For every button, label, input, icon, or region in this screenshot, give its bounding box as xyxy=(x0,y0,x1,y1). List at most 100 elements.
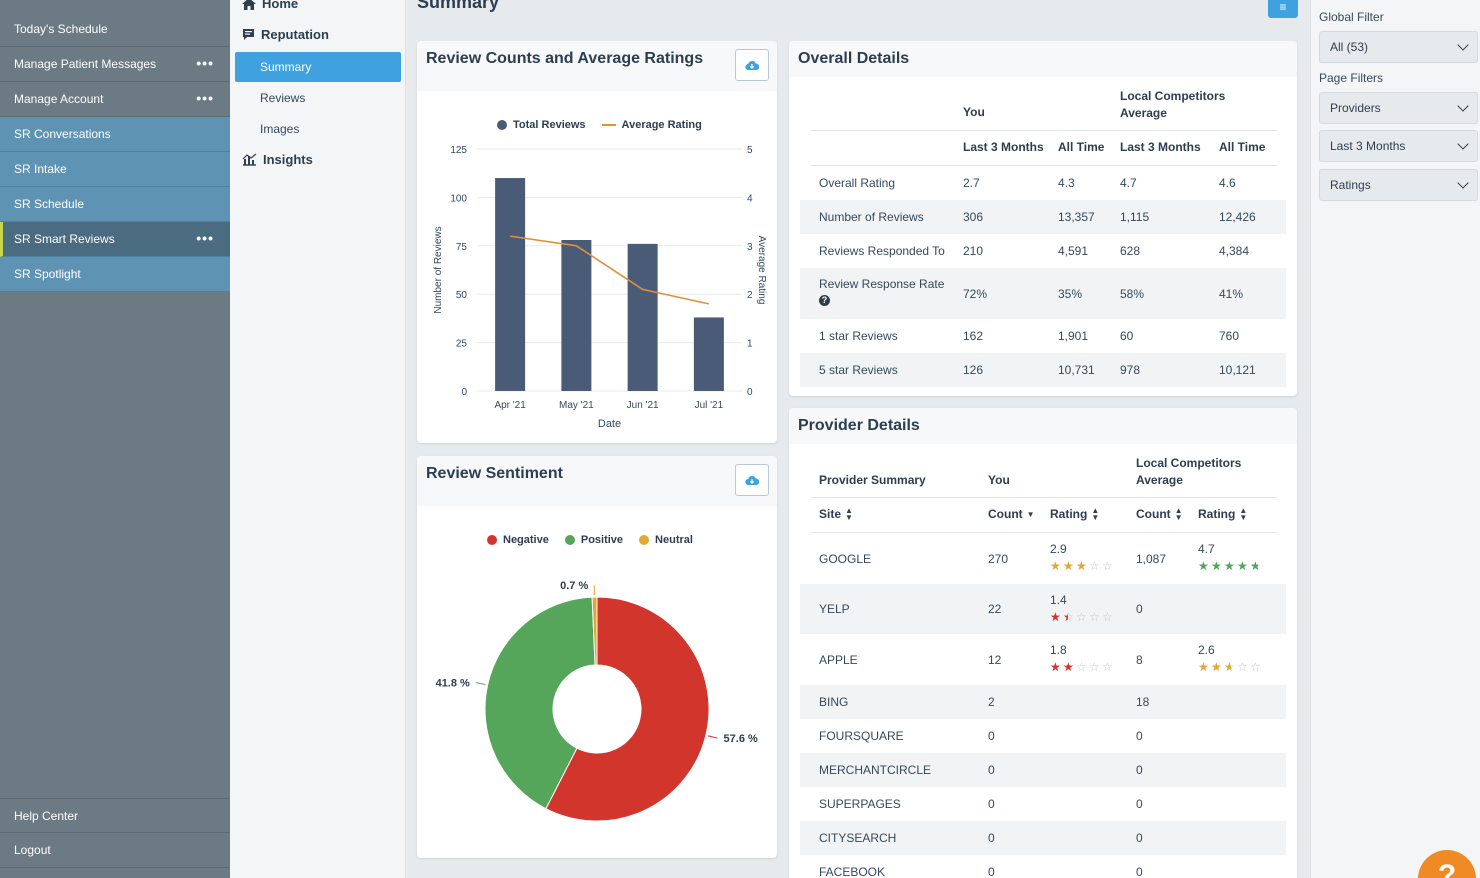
donut-slice[interactable] xyxy=(545,596,710,822)
competitors-header: Local Competitors Average xyxy=(1120,89,1226,120)
table-cell: 58% xyxy=(1120,286,1145,301)
star-icon: ☆★ xyxy=(1198,660,1209,674)
count-cell: 0 xyxy=(988,797,995,811)
nav-item-sr-schedule[interactable]: SR Schedule xyxy=(0,187,230,222)
site-name[interactable]: BING xyxy=(819,695,849,709)
nav-item-manage-patient-messages[interactable]: Manage Patient Messages ••• xyxy=(0,47,230,82)
nav-insights[interactable]: Insights xyxy=(242,152,313,167)
column-header-rating[interactable]: Rating ▲ ▼ xyxy=(1050,507,1099,522)
y-tick-label: 100 xyxy=(450,193,467,204)
table-cell: 13,357 xyxy=(1058,210,1095,224)
count-cell: 0 xyxy=(988,763,995,777)
table-cell: 60 xyxy=(1120,329,1134,343)
divider xyxy=(811,130,1277,131)
site-name[interactable]: APPLE xyxy=(819,652,858,667)
legend-dot xyxy=(564,535,575,545)
legend-item[interactable]: Average Rating xyxy=(601,119,702,131)
nav-item-help-center[interactable]: Help Center xyxy=(0,798,230,833)
row-label: 5 star Reviews xyxy=(819,363,898,377)
help-chat-button[interactable]: ? xyxy=(1418,850,1476,878)
average-rating-line[interactable] xyxy=(510,235,710,305)
nav-item-manage-account[interactable]: Manage Account ••• xyxy=(0,82,230,117)
competitor-count-cell: 8 xyxy=(1136,652,1143,667)
slice-label: 0.7 % xyxy=(560,580,588,592)
download-button[interactable] xyxy=(735,464,769,496)
nav-item-label: Manage Account xyxy=(14,92,104,106)
nav-item-label: Today's Schedule xyxy=(14,22,108,36)
donut-slice[interactable] xyxy=(484,596,596,810)
star-fill: ★ xyxy=(1076,560,1087,572)
site-name[interactable]: MERCHANTCIRCLE xyxy=(819,763,932,777)
column-header-count[interactable]: Count ▼ xyxy=(988,507,1035,521)
legend-item[interactable]: Negative xyxy=(487,534,549,546)
table-cell: 126 xyxy=(963,363,984,377)
site-name[interactable]: FACEBOOK xyxy=(819,865,886,878)
y-axis-label: Number of Reviews xyxy=(433,226,444,313)
table-row: CITYSEARCH 0 0 xyxy=(800,821,1286,855)
download-button[interactable] xyxy=(735,49,769,81)
donut-slice[interactable] xyxy=(591,596,598,666)
nav-item-sr-intake[interactable]: SR Intake xyxy=(0,152,230,187)
card-title: Overall Details xyxy=(798,50,910,67)
star-icon: ☆ xyxy=(1102,559,1113,573)
chevron-down-icon xyxy=(1457,177,1469,189)
site-name[interactable]: GOOGLE xyxy=(819,551,872,566)
bar[interactable] xyxy=(627,243,658,391)
menu-button[interactable]: ≡ xyxy=(1268,0,1298,18)
legend-label: Average Rating xyxy=(621,119,702,131)
column-header-site[interactable]: Site ▲ ▼ xyxy=(819,506,853,522)
site-name[interactable]: SUPERPAGES xyxy=(819,797,901,811)
star-fill: ★ xyxy=(1050,661,1061,673)
legend-dot xyxy=(487,535,497,545)
date-range-filter-select[interactable]: Last 3 Months xyxy=(1319,130,1478,162)
bar[interactable] xyxy=(693,317,724,391)
column-header-count[interactable]: Count ▲ ▼ xyxy=(1136,507,1183,522)
site-name[interactable]: CITYSEARCH xyxy=(819,831,897,845)
subnav-reviews[interactable]: Reviews xyxy=(235,83,401,113)
y-tick-label: 75 xyxy=(456,242,468,253)
row-label: Reviews Responded To xyxy=(819,244,945,258)
nav-item-logout[interactable]: Logout xyxy=(0,833,230,868)
more-icon[interactable]: ••• xyxy=(196,230,214,246)
sort-icon: ▲ ▼ xyxy=(845,506,853,522)
legend-dot xyxy=(497,120,507,130)
legend-item[interactable]: Positive xyxy=(564,534,623,546)
legend-label: Neutral xyxy=(655,534,693,546)
nav-item-sr-conversations[interactable]: SR Conversations xyxy=(0,117,230,152)
nav-item-label: SR Intake xyxy=(14,162,67,176)
ratings-filter-select[interactable]: Ratings xyxy=(1319,169,1478,201)
subnav-label: Images xyxy=(260,122,300,136)
table-cell: 306 xyxy=(963,210,984,224)
legend-item[interactable]: Neutral xyxy=(639,534,693,546)
subnav-label: Reviews xyxy=(260,91,306,105)
legend-item[interactable]: Total Reviews xyxy=(497,119,586,131)
table-cell: 4.3 xyxy=(1058,176,1075,190)
competitors-header: Local Competitors Average xyxy=(1136,456,1242,487)
column-header-label: Rating xyxy=(1198,507,1236,521)
question-icon[interactable]: ? xyxy=(819,295,830,306)
providers-filter-select[interactable]: Providers xyxy=(1319,92,1478,124)
subnav-images[interactable]: Images xyxy=(235,114,401,144)
bar[interactable] xyxy=(495,178,526,391)
global-filter-select[interactable]: All (53) xyxy=(1319,31,1478,63)
nav-item-sr-spotlight[interactable]: SR Spotlight xyxy=(0,257,230,292)
nav-home[interactable]: Home xyxy=(242,0,298,11)
bar[interactable] xyxy=(561,239,592,391)
more-icon[interactable]: ••• xyxy=(196,90,214,106)
site-name[interactable]: YELP xyxy=(819,602,850,616)
nav-reputation[interactable]: Reputation xyxy=(242,27,329,42)
site-name[interactable]: FOURSQUARE xyxy=(819,729,904,743)
competitor-count-cell: 0 xyxy=(1136,865,1143,878)
nav-item-label: Logout xyxy=(14,843,51,857)
more-icon[interactable]: ••• xyxy=(196,55,214,71)
table-cell: 760 xyxy=(1219,329,1240,343)
competitor-count-cell: 0 xyxy=(1136,831,1143,845)
chevron-down-icon xyxy=(1457,39,1469,51)
nav-item-todays-schedule[interactable]: Today's Schedule xyxy=(0,12,230,47)
nav-item-sr-smart-reviews[interactable]: SR Smart Reviews ••• xyxy=(0,222,230,257)
subnav-summary[interactable]: Summary xyxy=(235,52,401,82)
column-header-rating[interactable]: Rating ▲ ▼ xyxy=(1198,507,1247,522)
secondary-nav: Home Reputation Summary Reviews Images I… xyxy=(230,0,406,878)
column-header: All Time xyxy=(1058,140,1105,154)
chart-legend: Total Reviews Average Rating xyxy=(497,119,702,131)
